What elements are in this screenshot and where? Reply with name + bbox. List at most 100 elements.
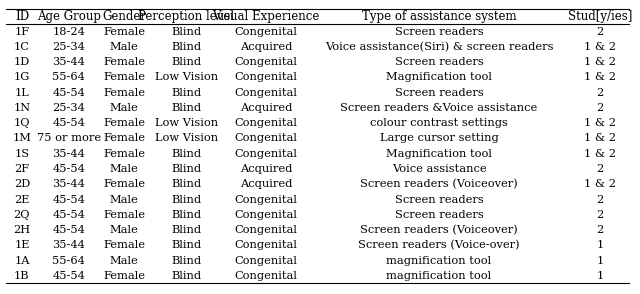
Text: Large cursor setting: Large cursor setting [380, 133, 499, 143]
Text: Gender: Gender [102, 10, 146, 23]
Text: Screen readers &Voice assistance: Screen readers &Voice assistance [340, 103, 538, 113]
Text: Voice assistance: Voice assistance [392, 164, 486, 174]
Text: Congenital: Congenital [234, 271, 298, 281]
Text: Female: Female [103, 27, 145, 37]
Text: Male: Male [109, 42, 138, 52]
Text: Blind: Blind [172, 27, 202, 37]
Text: 18-24: 18-24 [52, 27, 85, 37]
Text: Congenital: Congenital [234, 133, 298, 143]
Text: Congenital: Congenital [234, 149, 298, 159]
Text: magnification tool: magnification tool [387, 271, 492, 281]
Text: magnification tool: magnification tool [387, 255, 492, 265]
Text: 1 & 2: 1 & 2 [584, 118, 616, 128]
Text: Congenital: Congenital [234, 88, 298, 98]
Text: Male: Male [109, 225, 138, 235]
Text: colour contrast settings: colour contrast settings [370, 118, 508, 128]
Text: Screen readers (Voiceover): Screen readers (Voiceover) [360, 179, 518, 189]
Text: Female: Female [103, 133, 145, 143]
Text: Blind: Blind [172, 164, 202, 174]
Text: Female: Female [103, 73, 145, 83]
Text: Blind: Blind [172, 57, 202, 67]
Text: 35-44: 35-44 [52, 179, 85, 189]
Text: Female: Female [103, 271, 145, 281]
Text: 25-34: 25-34 [52, 42, 85, 52]
Text: 1: 1 [596, 240, 604, 250]
Text: Female: Female [103, 118, 145, 128]
Text: Congenital: Congenital [234, 118, 298, 128]
Text: Low Vision: Low Vision [155, 118, 218, 128]
Text: Stud[y/ies]: Stud[y/ies] [568, 10, 632, 23]
Text: Congenital: Congenital [234, 195, 298, 205]
Text: Blind: Blind [172, 255, 202, 265]
Text: Congenital: Congenital [234, 73, 298, 83]
Text: 25-34: 25-34 [52, 103, 85, 113]
Text: Blind: Blind [172, 179, 202, 189]
Text: 2Q: 2Q [13, 210, 30, 220]
Text: 1 & 2: 1 & 2 [584, 149, 616, 159]
Text: Female: Female [103, 57, 145, 67]
Text: 2: 2 [596, 103, 604, 113]
Text: Screen readers (Voiceover): Screen readers (Voiceover) [360, 225, 518, 235]
Text: 1: 1 [596, 271, 604, 281]
Text: Perception level: Perception level [138, 10, 234, 23]
Text: 45-54: 45-54 [52, 271, 85, 281]
Text: Age Group: Age Group [36, 10, 100, 23]
Text: 45-54: 45-54 [52, 225, 85, 235]
Text: Blind: Blind [172, 88, 202, 98]
Text: 1S: 1S [14, 149, 29, 159]
Text: 2: 2 [596, 27, 604, 37]
Text: 1 & 2: 1 & 2 [584, 73, 616, 83]
Text: Male: Male [109, 195, 138, 205]
Text: 35-44: 35-44 [52, 149, 85, 159]
Text: 2E: 2E [14, 195, 29, 205]
Text: 35-44: 35-44 [52, 57, 85, 67]
Text: 1: 1 [596, 255, 604, 265]
Text: Female: Female [103, 149, 145, 159]
Text: Female: Female [103, 240, 145, 250]
Text: Screen readers (Voice-over): Screen readers (Voice-over) [358, 240, 520, 250]
Text: 2: 2 [596, 195, 604, 205]
Text: 2: 2 [596, 88, 604, 98]
Text: 2D: 2D [14, 179, 30, 189]
Text: Blind: Blind [172, 103, 202, 113]
Text: 1G: 1G [13, 73, 30, 83]
Text: Acquired: Acquired [240, 179, 292, 189]
Text: Screen readers: Screen readers [395, 57, 483, 67]
Text: Acquired: Acquired [240, 164, 292, 174]
Text: 35-44: 35-44 [52, 240, 85, 250]
Text: 1 & 2: 1 & 2 [584, 179, 616, 189]
Text: 1 & 2: 1 & 2 [584, 57, 616, 67]
Text: Male: Male [109, 103, 138, 113]
Text: Screen readers: Screen readers [395, 210, 483, 220]
Text: 1N: 1N [13, 103, 31, 113]
Text: 45-54: 45-54 [52, 118, 85, 128]
Text: 45-54: 45-54 [52, 210, 85, 220]
Text: Congenital: Congenital [234, 57, 298, 67]
Text: Blind: Blind [172, 271, 202, 281]
Text: 2: 2 [596, 225, 604, 235]
Text: 1D: 1D [14, 57, 30, 67]
Text: 45-54: 45-54 [52, 88, 85, 98]
Text: 1F: 1F [14, 27, 29, 37]
Text: Female: Female [103, 88, 145, 98]
Text: 1L: 1L [15, 88, 29, 98]
Text: Blind: Blind [172, 195, 202, 205]
Text: Acquired: Acquired [240, 42, 292, 52]
Text: 1Q: 1Q [13, 118, 30, 128]
Text: Screen readers: Screen readers [395, 195, 483, 205]
Text: 2: 2 [596, 210, 604, 220]
Text: Blind: Blind [172, 240, 202, 250]
Text: Screen readers: Screen readers [395, 88, 483, 98]
Text: Congenital: Congenital [234, 27, 298, 37]
Text: ID: ID [15, 10, 29, 23]
Text: 2F: 2F [14, 164, 29, 174]
Text: 45-54: 45-54 [52, 164, 85, 174]
Text: Congenital: Congenital [234, 255, 298, 265]
Text: Magnification tool: Magnification tool [386, 149, 492, 159]
Text: 1 & 2: 1 & 2 [584, 133, 616, 143]
Text: 55-64: 55-64 [52, 255, 85, 265]
Text: 2: 2 [596, 164, 604, 174]
Text: Blind: Blind [172, 149, 202, 159]
Text: Male: Male [109, 164, 138, 174]
Text: 45-54: 45-54 [52, 195, 85, 205]
